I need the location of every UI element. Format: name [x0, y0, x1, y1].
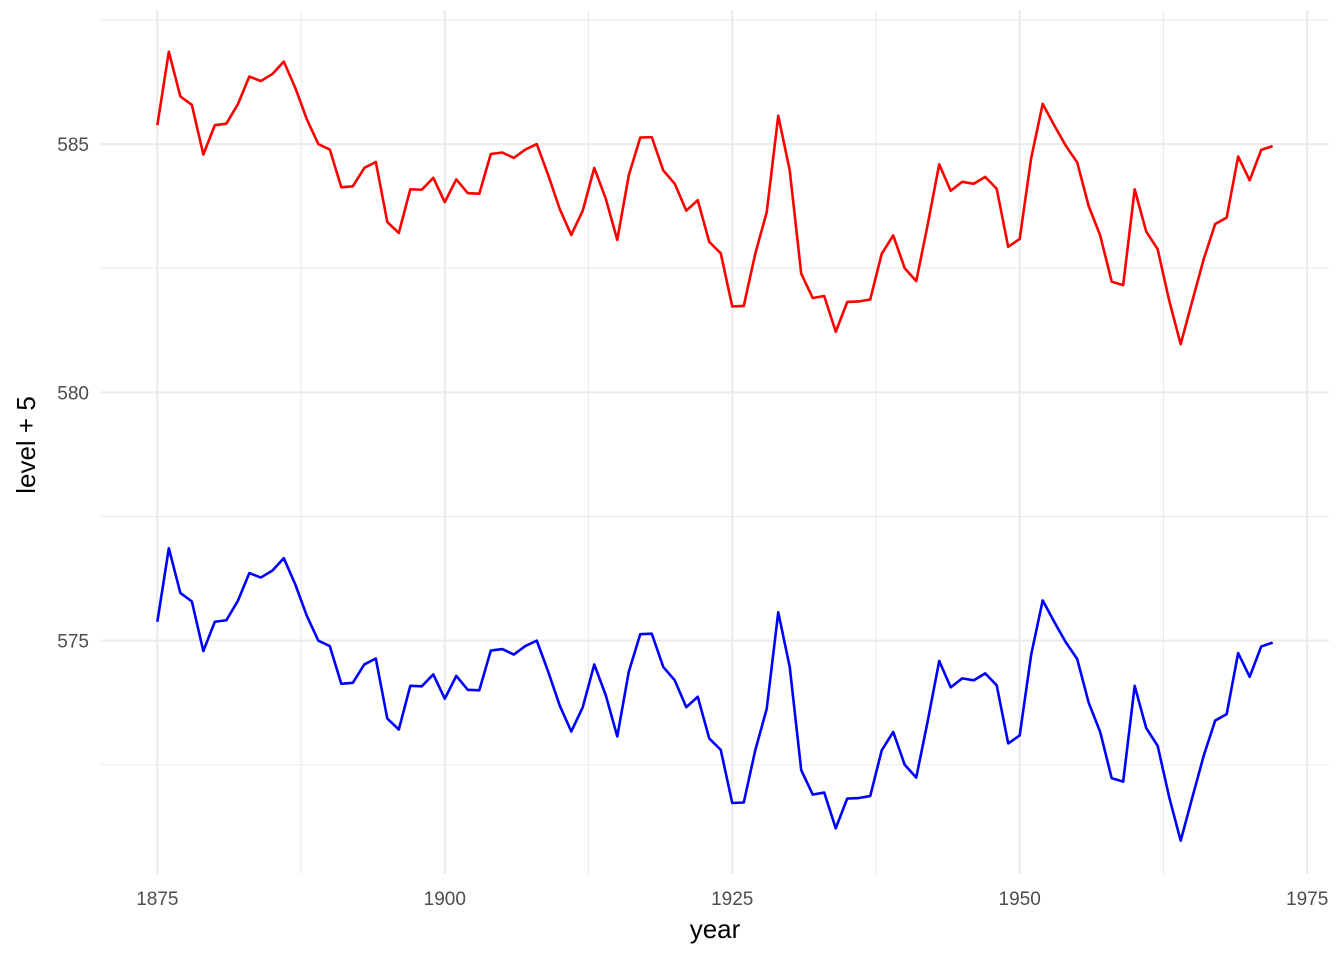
y-tick-label-1: 580 [57, 383, 89, 404]
data-series [156, 50, 1274, 843]
x-axis-title: year [690, 914, 741, 944]
series-line-1 [156, 546, 1274, 843]
major-gridlines [101, 10, 1329, 874]
x-tick-label-0: 1875 [136, 889, 178, 910]
y-axis-title: level + 5 [11, 396, 41, 494]
y-tick-label-2: 585 [57, 135, 89, 156]
x-tick-label-4: 1975 [1286, 889, 1328, 910]
minor-gridlines [101, 10, 1329, 874]
y-tick-label-0: 575 [57, 632, 89, 653]
series-line-0 [156, 50, 1274, 346]
x-tick-label-2: 1925 [711, 889, 753, 910]
x-axis-tick-labels: 1875 1900 1925 1950 1975 [136, 889, 1328, 910]
x-tick-label-3: 1950 [999, 889, 1041, 910]
y-axis-tick-labels: 575 580 585 [57, 135, 89, 653]
x-tick-label-1: 1900 [424, 889, 466, 910]
